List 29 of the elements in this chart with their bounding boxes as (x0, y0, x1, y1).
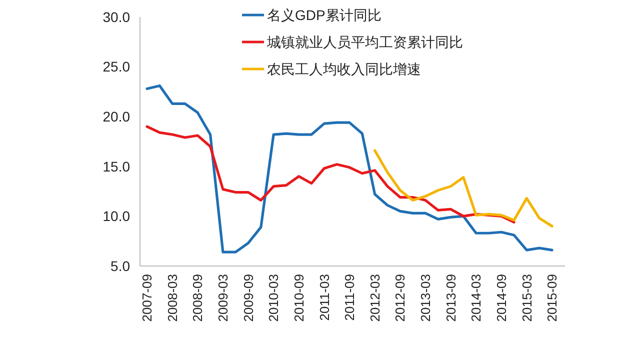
x-tick-label: 2013-09 (443, 274, 458, 322)
x-tick-label: 2010-09 (291, 274, 306, 322)
legend-label: 农民工人均收入同比增速 (267, 60, 421, 77)
x-tick-label: 2014-09 (494, 274, 509, 322)
y-tick-label: 30.0 (102, 8, 130, 25)
legend-label: 名义GDP累计同比 (267, 6, 382, 23)
y-tick-label: 15.0 (102, 158, 130, 174)
y-tick-label: 20.0 (102, 108, 130, 124)
x-tick-label: 2015-03 (519, 274, 534, 322)
line-series (374, 149, 554, 228)
x-tick-label: 2008-03 (164, 274, 180, 322)
line-series (146, 125, 516, 224)
x-tick-label: 2012-09 (392, 274, 408, 322)
y-tick-label: 5.0 (110, 258, 130, 274)
x-tick-label: 2010-03 (266, 274, 282, 322)
x-tick-label: 2009-09 (240, 274, 256, 322)
x-tick-label: 2011-03 (316, 274, 332, 321)
legend-label: 城镇就业人员平均工资累计同比 (266, 34, 463, 50)
x-tick-label: 2008-09 (190, 274, 206, 322)
x-tick-label: 2014-03 (468, 274, 484, 322)
x-tick-label: 2007-09 (140, 274, 155, 322)
line-series (146, 84, 554, 254)
x-tick-label: 2015-09 (544, 274, 560, 322)
x-tick-label: 2012-03 (367, 274, 382, 322)
y-tick-label: 10.0 (102, 208, 130, 224)
x-tick-label: 2013-03 (418, 274, 433, 322)
x-tick-label: 2011-09 (342, 274, 358, 321)
y-tick-label: 25.0 (102, 58, 130, 75)
x-tick-label: 2009-03 (215, 274, 230, 322)
